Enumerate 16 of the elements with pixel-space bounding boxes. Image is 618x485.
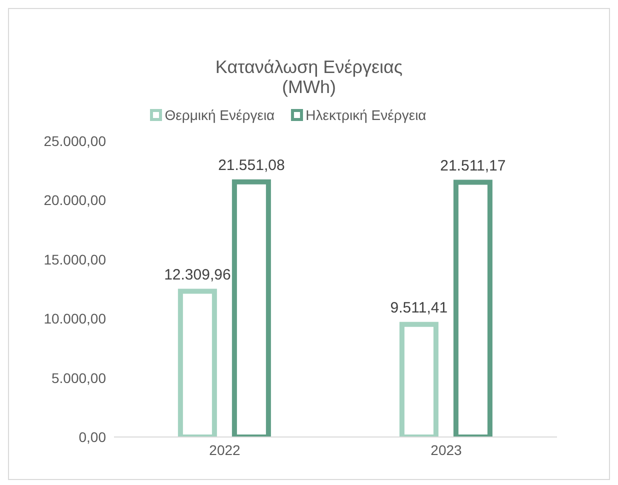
x-tick-label: 2022 bbox=[209, 442, 241, 458]
legend-label: Ηλεκτρική Ενέργεια bbox=[304, 107, 426, 123]
y-tick-label: 15.000,00 bbox=[44, 251, 106, 268]
y-tick-label: 20.000,00 bbox=[44, 192, 106, 208]
y-tick-label: 25.000,00 bbox=[44, 132, 106, 149]
y-tick-label: 0,00 bbox=[78, 428, 106, 445]
data-label: 9.511,41 bbox=[390, 299, 448, 316]
y-tick-label: 10.000,00 bbox=[44, 310, 106, 327]
legend-label: Θερμική Ενέργεια bbox=[164, 107, 275, 123]
x-tick-label: 2023 bbox=[430, 442, 462, 458]
data-label: 12.309,96 bbox=[164, 266, 231, 284]
data-label: 21.511,17 bbox=[440, 157, 506, 174]
data-label: 21.551,08 bbox=[218, 156, 285, 174]
chart-subtitle: (MWh) bbox=[281, 77, 337, 97]
chart-title: Κατανάλωση Ενέργειας bbox=[214, 57, 404, 77]
y-tick-label: 5.000,00 bbox=[52, 370, 106, 386]
